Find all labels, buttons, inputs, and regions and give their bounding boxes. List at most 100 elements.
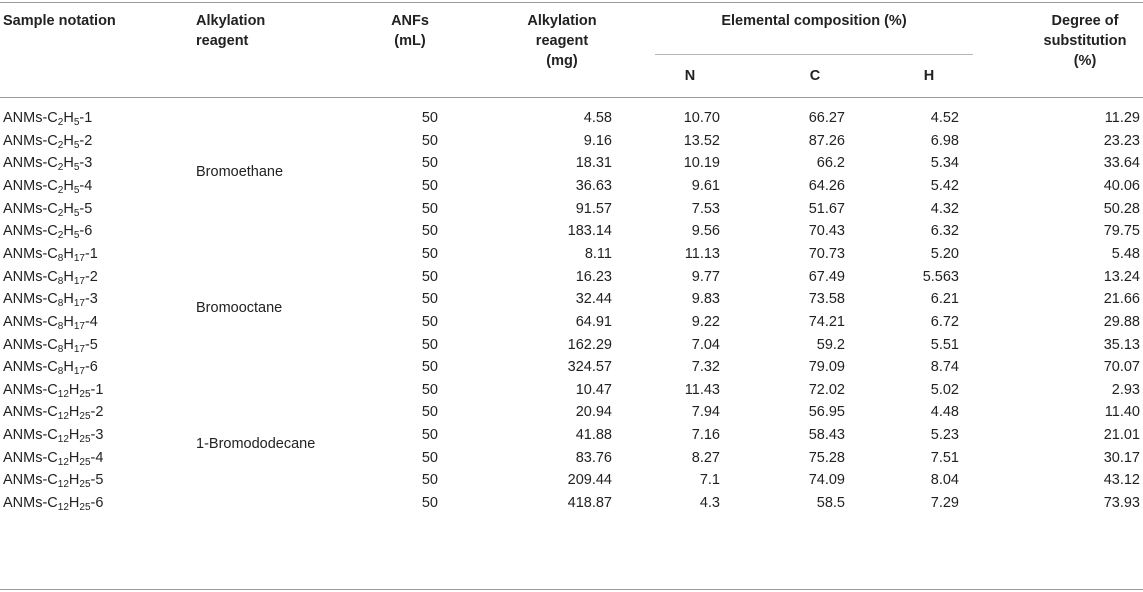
- cell-n: 4.3: [699, 495, 720, 512]
- cell-n: 9.83: [691, 291, 720, 308]
- cell-h: 8.74: [930, 359, 959, 376]
- cell-dos: 33.64: [1103, 155, 1140, 172]
- sample-notation-mid: H: [63, 177, 74, 194]
- cell-n: 9.56: [691, 223, 720, 240]
- sample-notation-mid: H: [63, 200, 74, 217]
- cell-anfs: 50: [421, 404, 438, 421]
- sample-notation-s1: 2: [57, 207, 64, 219]
- sample-notation-mid: H: [68, 449, 80, 466]
- cell-sample-notation: ANMs-C2H5-2: [3, 131, 183, 151]
- cell-anfs: 50: [421, 472, 438, 489]
- cell-mg: 41.88: [575, 427, 612, 444]
- sample-notation-prefix: ANMs-C: [3, 245, 58, 262]
- cell-n: 7.53: [691, 200, 720, 217]
- cell-h: 5.563: [922, 268, 959, 285]
- cell-anfs: 50: [421, 427, 438, 444]
- sample-notation-suffix: -3: [90, 427, 104, 444]
- sample-notation-s1: 8: [57, 320, 64, 332]
- cell-sample-notation: ANMs-C2H5-3: [3, 153, 183, 173]
- sample-notation-s1: 8: [57, 343, 64, 355]
- sample-notation-mid: H: [63, 359, 74, 376]
- sample-notation-s2: 5: [73, 230, 80, 242]
- cell-h: 7.51: [930, 449, 959, 466]
- cell-n: 11.13: [684, 245, 720, 262]
- sample-notation-s1: 12: [57, 388, 69, 400]
- sample-notation-mid: H: [63, 110, 74, 126]
- cell-h: 4.52: [930, 110, 959, 126]
- sample-notation-mid: H: [63, 268, 74, 285]
- table-top-rule: [0, 2, 1143, 3]
- cell-mg: 183.14: [567, 223, 612, 240]
- sample-notation-s1: 12: [57, 479, 69, 491]
- cell-h: 5.23: [930, 427, 959, 444]
- cell-h: 8.04: [930, 472, 959, 489]
- cell-n: 9.61: [691, 177, 720, 194]
- cell-dos: 11.29: [1104, 110, 1140, 126]
- cell-anfs: 50: [421, 359, 438, 376]
- sample-notation-s2: 5: [73, 117, 80, 128]
- sample-notation-s1: 8: [57, 252, 64, 264]
- cell-dos: 30.17: [1103, 449, 1140, 466]
- cell-mg: 64.91: [575, 313, 612, 330]
- cell-dos: 79.75: [1103, 223, 1140, 240]
- cell-h: 6.21: [930, 291, 959, 308]
- sample-notation-s2: 5: [73, 162, 80, 174]
- group-reagent-bromooctane: Bromooctane: [196, 300, 283, 316]
- sample-notation-s1: 2: [57, 117, 64, 128]
- sample-notation-s2: 25: [79, 411, 91, 423]
- cell-sample-notation: ANMs-C12H25-5: [3, 470, 183, 490]
- cell-c: 56.95: [808, 404, 845, 421]
- sample-notation-s2: 25: [79, 502, 91, 514]
- group-reagent-bromoethane: Bromoethane: [196, 164, 284, 180]
- sample-notation-prefix: ANMs-C: [3, 223, 58, 240]
- sample-notation-mid: H: [63, 155, 74, 172]
- sample-notation-suffix: -5: [79, 200, 93, 217]
- cell-c: 79.09: [808, 359, 845, 376]
- sample-notation-s1: 8: [57, 366, 64, 378]
- sample-notation-suffix: -2: [79, 132, 93, 149]
- cell-c: 66.27: [808, 110, 845, 126]
- cell-sample-notation: ANMs-C12H25-3: [3, 425, 183, 445]
- cell-c: 58.43: [808, 427, 845, 444]
- cell-h: 5.51: [930, 336, 959, 353]
- cell-dos: 43.12: [1103, 472, 1140, 489]
- cell-c: 74.09: [808, 472, 845, 489]
- sample-notation-mid: H: [63, 223, 74, 240]
- cell-h: 4.48: [930, 404, 959, 421]
- sample-notation-s1: 2: [57, 184, 64, 196]
- sample-notation-suffix: -1: [90, 381, 104, 398]
- cell-anfs: 50: [421, 155, 438, 172]
- sample-notation-suffix: -5: [84, 336, 98, 353]
- cell-n: 13.52: [683, 132, 720, 149]
- sample-notation-prefix: ANMs-C: [3, 268, 58, 285]
- sample-notation-s2: 25: [79, 434, 91, 446]
- sample-notation-prefix: ANMs-C: [3, 291, 58, 308]
- cell-dos: 5.48: [1111, 245, 1140, 262]
- sample-notation-s2: 5: [73, 139, 80, 151]
- cell-anfs: 50: [421, 177, 438, 194]
- sample-notation-s1: 2: [57, 230, 64, 242]
- cell-mg: 91.57: [575, 200, 612, 217]
- sample-notation-mid: H: [68, 381, 80, 398]
- cell-mg: 8.11: [584, 245, 612, 262]
- sample-notation-mid: H: [63, 245, 74, 262]
- cell-h: 7.29: [930, 495, 959, 512]
- sample-notation-s2: 17: [73, 298, 85, 310]
- cell-anfs: 50: [421, 313, 438, 330]
- cell-h: 5.42: [930, 177, 959, 194]
- cell-c: 51.67: [808, 200, 845, 217]
- sample-notation-suffix: -3: [84, 291, 98, 308]
- sample-notation-s1: 8: [57, 275, 64, 287]
- cell-sample-notation: ANMs-C2H5-5: [3, 199, 183, 219]
- cell-sample-notation: ANMs-C8H17-5: [3, 335, 183, 355]
- cell-sample-notation: ANMs-C8H17-3: [3, 289, 183, 309]
- cell-n: 11.43: [684, 381, 720, 398]
- sample-notation-prefix: ANMs-C: [3, 132, 58, 149]
- elemental-underline: [655, 54, 973, 55]
- sample-notation-suffix: -3: [79, 155, 93, 172]
- cell-c: 58.5: [816, 495, 845, 512]
- sample-notation-s1: 12: [57, 456, 69, 468]
- header-elemental-composition: Elemental composition (%): [721, 13, 907, 29]
- cell-anfs: 50: [421, 336, 438, 353]
